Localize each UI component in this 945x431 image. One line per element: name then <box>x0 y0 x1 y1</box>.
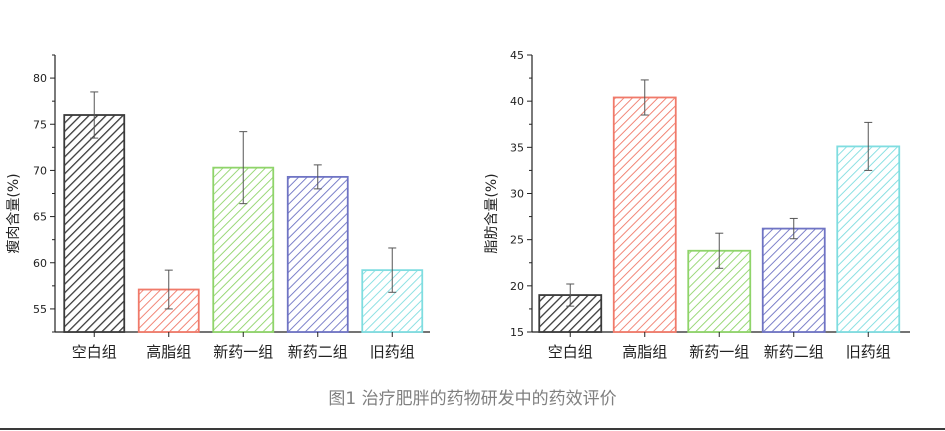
x-tick-label: 新药一组 <box>213 343 273 361</box>
x-tick-label: 新药一组 <box>689 343 749 361</box>
x-tick-label: 高脂组 <box>622 343 667 361</box>
y-tick-label: 70 <box>33 164 47 177</box>
x-tick-label: 空白组 <box>548 343 593 361</box>
y-tick-label: 65 <box>33 211 47 224</box>
y-tick-label: 25 <box>510 234 524 247</box>
y-axis-label: 瘦肉含量(%) <box>5 173 22 253</box>
bar <box>761 227 826 333</box>
x-tick-label: 新药二组 <box>288 343 348 361</box>
x-tick-label: 高脂组 <box>146 343 191 361</box>
y-tick-label: 60 <box>33 257 47 270</box>
y-axis-label: 脂肪含量(%) <box>484 173 500 253</box>
x-tick-label: 旧药组 <box>370 343 415 361</box>
x-tick-label: 旧药组 <box>846 343 891 361</box>
y-tick-label: 20 <box>510 280 524 293</box>
fat-content-chart: 15 20 25 30 35 40 45 脂肪含量(%) 空白组 高脂组 新药一组 新药二组 旧药组 <box>484 49 910 361</box>
bar <box>612 96 677 333</box>
y-tick-label: 15 <box>510 326 524 339</box>
y-tick-label: 45 <box>510 49 524 62</box>
y-tick-label: 80 <box>33 72 47 85</box>
x-tick-label: 新药二组 <box>764 343 824 361</box>
x-tick-label: 空白组 <box>72 343 117 361</box>
y-tick-label: 75 <box>33 118 47 131</box>
bar <box>286 175 349 333</box>
bar <box>63 114 126 333</box>
y-tick-label: 55 <box>33 303 47 316</box>
bar <box>836 145 901 333</box>
y-tick-label: 30 <box>510 188 524 201</box>
y-tick-label: 40 <box>510 95 524 108</box>
y-tick-label: 35 <box>510 141 524 154</box>
bottom-divider <box>0 428 945 430</box>
lean-content-chart: 55 60 65 70 75 80 瘦肉含量(%) 空白组 高脂组 新药一组 新药二组 旧药组 <box>5 54 430 361</box>
figure-caption: 图1 治疗肥胖的药物研发中的药效评价 <box>328 389 617 409</box>
